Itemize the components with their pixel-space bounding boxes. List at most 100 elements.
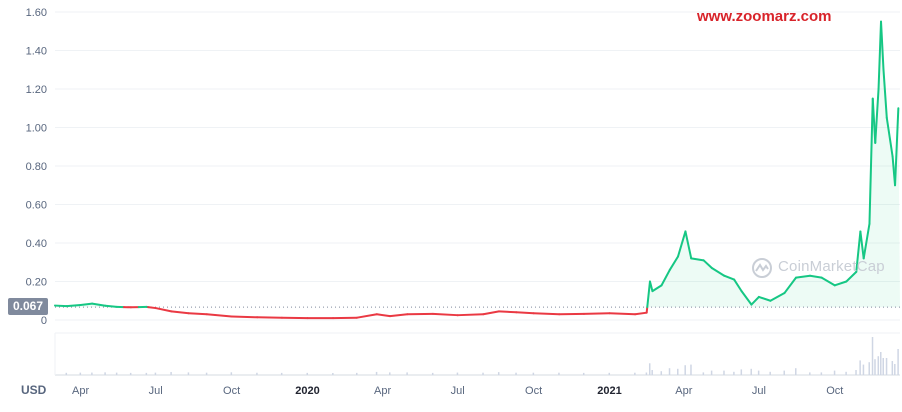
coinmarketcap-logo-icon: [752, 258, 772, 278]
volume-bar: [482, 372, 484, 375]
volume-bar: [515, 372, 517, 375]
volume-bar: [532, 372, 535, 375]
x-tick-label: Apr: [374, 385, 391, 397]
price-line-segment: [855, 230, 862, 273]
x-tick-label: Oct: [826, 385, 843, 397]
price-line-segment: [582, 312, 611, 315]
price-line-segment: [147, 306, 157, 310]
volume-bar: [874, 359, 876, 375]
price-line-segment: [375, 313, 392, 318]
volume-bar: [170, 371, 172, 375]
volume-bar: [897, 349, 899, 375]
price-line-segment: [634, 311, 648, 316]
volume-bar: [750, 368, 752, 375]
y-tick-label: 1.60: [26, 7, 47, 19]
y-tick-label: 0.60: [26, 200, 47, 212]
x-tick-label: Jul: [149, 385, 163, 397]
volume-bar: [306, 372, 309, 375]
volume-bar: [356, 372, 358, 375]
price-line-segment: [733, 278, 743, 293]
volume-bar: [389, 372, 391, 375]
x-tick-label: Apr: [675, 385, 692, 397]
x-tick-label: Oct: [525, 385, 542, 397]
volume-bar: [733, 371, 735, 375]
price-line-segment: [646, 280, 651, 309]
volume-bar: [648, 363, 651, 375]
price-area-fill: [55, 21, 900, 308]
current-price-tag: 0.067: [8, 298, 48, 315]
volume-bar: [859, 360, 861, 375]
x-tick-label: 2020: [295, 385, 319, 397]
price-line-segment: [154, 307, 173, 313]
price-line-segment: [750, 295, 760, 306]
x-tick-label: Jul: [451, 385, 465, 397]
volume-bar: [820, 372, 823, 375]
y-tick-label: 1.00: [26, 123, 47, 135]
coinmarketcap-watermark: CoinMarketCap: [778, 258, 885, 275]
volume-bar: [757, 370, 760, 375]
volume-bar: [91, 372, 93, 375]
volume-bar: [205, 372, 208, 375]
volume-bar: [79, 372, 82, 375]
price-line-segment: [54, 304, 68, 308]
price-line-segment: [740, 290, 753, 306]
price-line-segment: [497, 310, 518, 314]
price-line-segment: [532, 312, 561, 316]
volume-bar: [769, 371, 771, 375]
y-tick-label: 0.80: [26, 161, 47, 173]
price-line-segment: [868, 97, 874, 225]
x-tick-label: 2021: [597, 385, 621, 397]
y-tick-label: 0.20: [26, 277, 47, 289]
volume-bar: [375, 371, 378, 375]
volume-bar: [684, 365, 686, 375]
price-line-segment: [608, 312, 637, 316]
gridlines: [54, 11, 900, 376]
price-line-segment: [894, 107, 900, 187]
price-line-segment: [783, 276, 798, 295]
volume-bar: [230, 372, 233, 375]
price-line-segment: [710, 267, 726, 277]
volume-bar: [154, 372, 157, 375]
price-line-segments: [54, 20, 900, 320]
volume-bar: [690, 364, 692, 375]
price-line-segment: [845, 270, 858, 283]
x-tick-label: Apr: [72, 385, 89, 397]
price-line-segment: [205, 313, 233, 318]
volume-bar: [710, 370, 713, 375]
x-axis-ticks: Apr Jul Oct 2020 Apr Jul Oct 2021 Apr Jul Oct: [72, 385, 843, 397]
y-axis-ticks: 0 0.20 0.40 0.60 0.80 1.00 1.20 1.40 1.60: [26, 7, 47, 327]
price-line-segment: [833, 280, 848, 287]
volume-bar: [871, 337, 874, 375]
price-line-segment: [651, 284, 663, 293]
volume-bar: [558, 372, 560, 375]
price-line-segment: [859, 230, 865, 260]
volume-bar: [862, 364, 865, 375]
price-line-segment: [482, 310, 500, 316]
volume-bar: [677, 368, 679, 375]
price-line-segment: [187, 312, 208, 316]
volume-bar: [497, 372, 500, 375]
volume-bar: [145, 372, 148, 375]
price-line-segment: [885, 116, 894, 158]
price-line-segment: [757, 295, 772, 302]
volume-bar: [129, 372, 132, 375]
volume-bar: [256, 372, 258, 375]
x-tick-label: Oct: [223, 385, 240, 397]
volume-bar: [104, 372, 106, 375]
price-line-segment: [677, 230, 687, 258]
price-line-segment: [660, 268, 671, 287]
volume-bar: [833, 370, 836, 375]
volume-bar: [891, 361, 894, 375]
price-line-segment: [648, 280, 654, 293]
price-line-segment: [79, 302, 94, 306]
volume-bar: [783, 370, 785, 375]
volume-bar: [795, 368, 797, 375]
volume-bar: [868, 362, 870, 375]
zoomarz-watermark: www.zoomarz.com: [697, 8, 832, 25]
volume-bar: [332, 373, 334, 375]
volume-bar: [406, 372, 408, 375]
price-line-segment: [880, 20, 885, 71]
y-tick-label: 0: [41, 315, 47, 327]
volume-bar: [115, 372, 118, 375]
